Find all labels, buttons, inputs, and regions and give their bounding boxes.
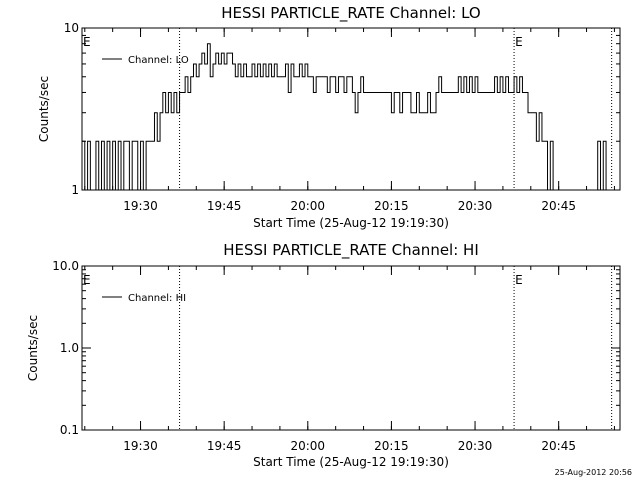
x-tick-label: 19:30 (123, 439, 158, 453)
legend-label: Channel: LO (128, 55, 189, 66)
y-tick-label: 10 (64, 21, 79, 35)
x-tick-label: 19:45 (207, 439, 242, 453)
event-marker-label: E (83, 35, 91, 49)
y-tick-label: 1.0 (60, 341, 79, 355)
x-tick-label: 19:45 (207, 199, 242, 213)
x-tick-label: 19:30 (123, 199, 158, 213)
series-line (82, 43, 620, 191)
y-tick-label: 10.0 (52, 259, 79, 273)
event-marker-label: E (515, 35, 523, 49)
x-tick-label: 20:00 (290, 439, 325, 453)
y-tick-label: 1 (71, 183, 79, 197)
x-tick-label: 20:00 (290, 199, 325, 213)
legend-label: Channel: HI (128, 293, 186, 304)
x-tick-label: 20:45 (541, 199, 576, 213)
y-axis-label: Counts/sec (26, 315, 40, 381)
x-tick-label: 20:15 (374, 199, 409, 213)
y-axis-label: Counts/sec (37, 76, 51, 142)
x-tick-label: 20:30 (458, 439, 493, 453)
plot-frame (81, 27, 621, 191)
chart-title: HESSI PARTICLE_RATE Channel: LO (221, 4, 480, 23)
x-axis-label: Start Time (25-Aug-12 19:19:30) (253, 216, 449, 230)
x-tick-label: 20:45 (541, 439, 576, 453)
event-marker-label: E (515, 273, 523, 287)
panel-lo: HESSI PARTICLE_RATE Channel: LO Start Tim… (37, 4, 621, 230)
x-tick-label: 20:30 (458, 199, 493, 213)
x-tick-label: 20:15 (374, 439, 409, 453)
event-marker-label: E (83, 273, 91, 287)
x-axis-label: Start Time (25-Aug-12 19:19:30) (253, 455, 449, 469)
footer-timestamp: 25-Aug-2012 20:56 (555, 468, 632, 477)
y-tick-label: 0.1 (60, 423, 79, 437)
chart-title: HESSI PARTICLE_RATE Channel: HI (223, 241, 479, 260)
panel-hi: HESSI PARTICLE_RATE Channel: HI Start Tim… (26, 241, 621, 469)
